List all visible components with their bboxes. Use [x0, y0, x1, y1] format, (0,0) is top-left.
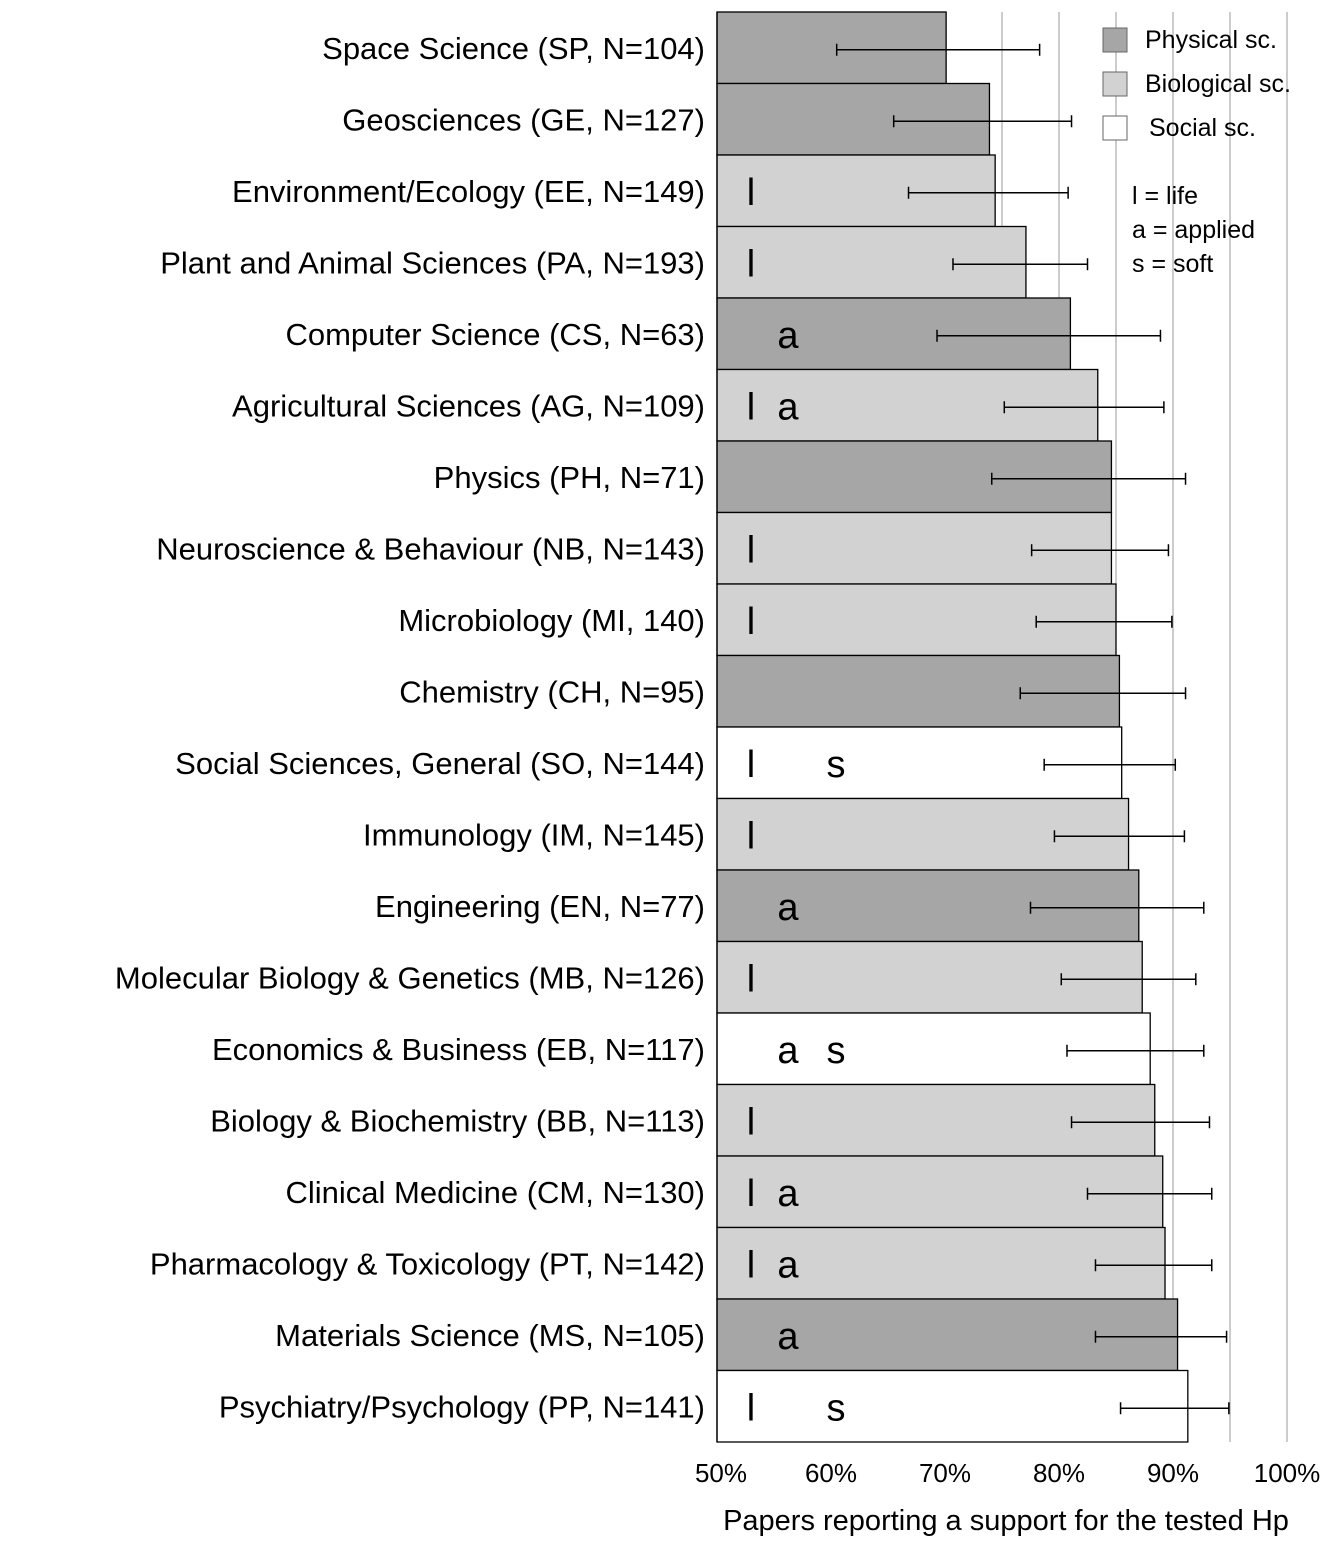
soft-marker: s [827, 1387, 846, 1429]
category-label: Neuroscience & Behaviour (NB, N=143) [156, 531, 705, 566]
x-tick-label: 50% [695, 1458, 747, 1488]
category-label: Psychiatry/Psychology (PP, N=141) [219, 1389, 705, 1424]
category-label: Pharmacology & Toxicology (PT, N=142) [150, 1246, 705, 1281]
bar [716, 440, 1113, 514]
x-tick-label: 100% [1254, 1458, 1321, 1488]
life-marker: l [747, 529, 755, 571]
x-axis-label: Papers reporting a support for the teste… [723, 1505, 1289, 1537]
soft-marker: s [827, 1030, 846, 1072]
soft-marker: s [827, 744, 846, 786]
life-marker: l [747, 172, 755, 214]
category-label: Clinical Medicine (CM, N=130) [286, 1175, 706, 1210]
applied-marker: a [777, 315, 799, 357]
life-marker: l [747, 744, 755, 786]
category-label: Engineering (EN, N=77) [375, 889, 705, 924]
life-marker: l [747, 958, 755, 1000]
category-label: Chemistry (CH, N=95) [399, 674, 705, 709]
category-label: Environment/Ecology (EE, N=149) [232, 174, 705, 209]
bar [716, 82, 991, 156]
bar [716, 225, 1027, 299]
x-tick-label: 80% [1033, 1458, 1085, 1488]
bar [716, 940, 1143, 1014]
bar [716, 154, 996, 228]
bar [716, 511, 1113, 585]
legend-note: a = applied [1132, 216, 1255, 244]
legend-label-physical: Physical sc. [1145, 26, 1277, 54]
life-marker: l [747, 815, 755, 857]
applied-marker: a [777, 386, 799, 428]
legend-note: l = life [1132, 182, 1198, 210]
category-label: Biology & Biochemistry (BB, N=113) [210, 1103, 705, 1138]
legend-swatch-physical [1102, 27, 1128, 53]
category-label: Molecular Biology & Genetics (MB, N=126) [115, 960, 705, 995]
category-label: Immunology (IM, N=145) [363, 817, 705, 852]
bar [716, 583, 1117, 657]
legend: Physical sc. Biological sc. Social sc. l = … [1102, 26, 1291, 278]
category-label: Space Science (SP, N=104) [322, 31, 705, 66]
life-marker: l [747, 1244, 755, 1286]
life-marker: l [747, 1173, 755, 1215]
category-labels: Space Science (SP, N=104) Geosciences (GE… [115, 31, 705, 1425]
bar [716, 1012, 1151, 1086]
bar [716, 297, 1072, 371]
category-label: Physics (PH, N=71) [434, 460, 705, 495]
x-tick-label: 90% [1147, 1458, 1199, 1488]
x-tick-label: 70% [919, 1458, 971, 1488]
bar [716, 1369, 1189, 1443]
bar [716, 726, 1123, 800]
life-marker: l [747, 601, 755, 643]
bar [716, 11, 947, 85]
legend-swatch-social [1102, 115, 1128, 141]
life-marker: l [747, 386, 755, 428]
bar [716, 797, 1130, 871]
legend-label-social: Social sc. [1149, 114, 1256, 142]
category-label: Computer Science (CS, N=63) [285, 317, 705, 352]
life-marker: l [747, 1101, 755, 1143]
category-label: Microbiology (MI, 140) [398, 603, 705, 638]
category-label: Materials Science (MS, N=105) [275, 1318, 705, 1353]
bar [716, 368, 1099, 442]
life-marker: l [747, 1387, 755, 1429]
legend-label-biological: Biological sc. [1145, 70, 1291, 98]
category-label: Plant and Animal Sciences (PA, N=193) [160, 245, 705, 280]
applied-marker: a [777, 887, 799, 929]
applied-marker: a [777, 1244, 799, 1286]
legend-swatch-biological [1102, 71, 1128, 97]
x-tick-label: 60% [805, 1458, 857, 1488]
applied-marker: a [777, 1030, 799, 1072]
bar [716, 1083, 1156, 1157]
applied-marker: a [777, 1173, 799, 1215]
category-label: Social Sciences, General (SO, N=144) [175, 746, 705, 781]
legend-note: s = soft [1132, 250, 1213, 278]
bar [716, 654, 1121, 728]
bar [716, 1226, 1166, 1300]
category-label: Geosciences (GE, N=127) [342, 102, 705, 137]
category-label: Economics & Business (EB, N=117) [212, 1032, 705, 1067]
x-axis: 50% 60% 70% 80% 90% 100% Papers reporting a su… [695, 12, 1320, 1537]
life-marker: l [747, 243, 755, 285]
category-label: Agricultural Sciences (AG, N=109) [232, 388, 705, 423]
applied-marker: a [777, 1316, 799, 1358]
